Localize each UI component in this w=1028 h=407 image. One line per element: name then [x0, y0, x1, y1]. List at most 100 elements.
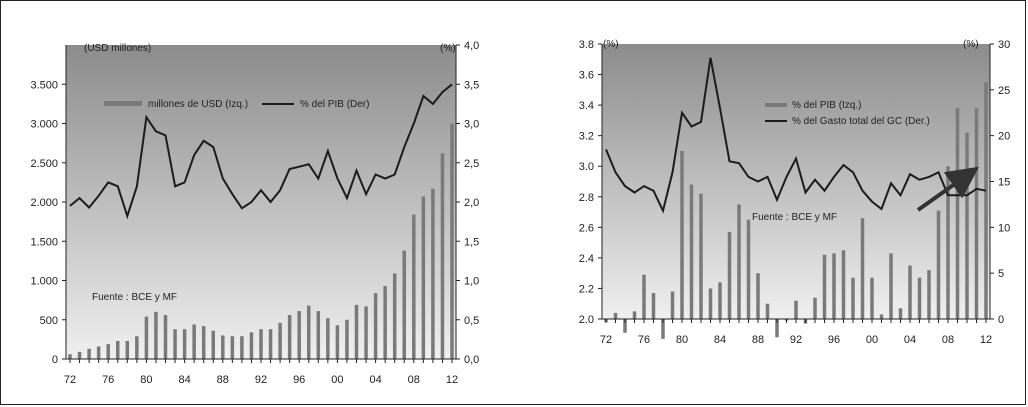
x-axis: 72 76 80 84 88 92 96 00 04 08 12	[64, 358, 458, 386]
line-series	[605, 57, 987, 214]
y-left-tick-label: 3.0	[579, 161, 594, 173]
bar	[211, 330, 215, 359]
bar	[278, 322, 282, 359]
x-tick-label: 08	[942, 334, 954, 346]
bar	[794, 300, 798, 319]
bar	[813, 297, 817, 319]
x-tick-label: 72	[64, 374, 76, 386]
bar	[68, 354, 72, 359]
bar	[832, 253, 836, 319]
x-tick-label: 00	[866, 334, 878, 346]
bar	[908, 265, 912, 319]
legend-label-line: % del Gasto total del GC (Der.)	[792, 116, 930, 127]
bar	[144, 316, 149, 359]
source-note: Fuente : BCE y MF	[92, 292, 177, 303]
bar	[936, 210, 941, 319]
bar	[297, 311, 301, 359]
y-axis-left: 0 500 1.000 1.500 2.000 2.500 3.000 3.500	[30, 45, 67, 366]
bar	[440, 153, 445, 359]
bar	[201, 326, 206, 359]
y-left-tick-label: 1.000	[30, 276, 58, 288]
y-left-tick-label: 3.8	[579, 39, 594, 51]
chart-right: 2.0 2.2 2.4 2.6 2.8 3.0 3.2 3.4 3.6 3.8 0 5 10 15 20 2…	[579, 39, 1011, 346]
bar	[173, 329, 177, 359]
y-right-tick-label: 30	[998, 39, 1010, 51]
left-axis-units: (USD millones)	[84, 43, 151, 54]
y-axis-right: 0 5 10 15 20 25 30	[989, 39, 1010, 326]
y-right-tick-label: 5	[998, 268, 1004, 280]
y-right-tick-label: 0,5	[464, 315, 479, 327]
bar	[699, 193, 703, 319]
y-right-tick-label: 1,5	[464, 236, 479, 248]
y-left-tick-label: 2.8	[579, 192, 594, 204]
bar-series	[68, 123, 454, 359]
bar	[249, 332, 254, 359]
source-note: Fuente : BCE y MF	[752, 212, 837, 223]
bar	[259, 329, 263, 359]
bar	[135, 336, 139, 359]
y-left-tick-label: 2.6	[579, 222, 594, 234]
bar	[412, 214, 416, 359]
bar	[670, 291, 675, 319]
left-axis-units: (%)	[603, 39, 619, 50]
bar	[392, 273, 397, 359]
bar	[163, 315, 168, 359]
bar	[240, 336, 244, 359]
bar	[727, 231, 732, 319]
x-tick-label: 80	[140, 374, 152, 386]
y-left-tick-label: 2.2	[579, 283, 594, 295]
trend-arrow	[916, 166, 980, 212]
x-tick-label: 84	[178, 374, 190, 386]
x-tick-label: 96	[293, 374, 305, 386]
bar-series	[604, 82, 988, 339]
y-right-tick-label: 20	[998, 131, 1010, 143]
bar	[383, 285, 387, 359]
bar	[661, 319, 665, 339]
y-left-tick-label: 0	[52, 354, 58, 366]
bar	[192, 324, 196, 359]
y-axis-left: 2.0 2.2 2.4 2.6 2.8 3.0 3.2 3.4 3.6 3.8	[579, 39, 603, 326]
bar	[154, 311, 158, 359]
bar	[737, 204, 741, 319]
bar	[623, 319, 627, 333]
x-tick-label: 80	[676, 334, 688, 346]
bar	[822, 254, 827, 319]
x-tick-label: 00	[331, 374, 343, 386]
y-left-tick-label: 3.000	[30, 119, 58, 131]
x-tick-label: 04	[904, 334, 916, 346]
legend-swatch-bar	[104, 101, 142, 106]
bar	[718, 282, 722, 319]
bar	[373, 293, 378, 359]
bar	[680, 150, 684, 319]
bar	[106, 344, 110, 359]
bar	[870, 277, 874, 319]
bar	[182, 329, 187, 359]
y-right-tick-label: 2,0	[464, 197, 479, 209]
bar	[316, 311, 321, 359]
bar	[917, 277, 922, 319]
bar	[354, 304, 359, 359]
bar	[402, 250, 406, 359]
bar	[431, 188, 435, 359]
bar	[860, 218, 865, 319]
bar	[984, 82, 988, 319]
bar	[96, 346, 101, 359]
y-left-tick-label: 3.2	[579, 131, 594, 143]
x-tick-label: 92	[255, 374, 267, 386]
x-tick-label: 88	[217, 374, 229, 386]
y-right-tick-label: 0	[998, 314, 1004, 326]
bar	[326, 318, 330, 359]
y-left-tick-label: 3.500	[30, 79, 58, 91]
x-tick-label: 84	[714, 334, 726, 346]
y-right-tick-label: 15	[998, 177, 1010, 189]
bar	[889, 253, 893, 319]
x-tick-label: 08	[408, 374, 420, 386]
bar	[946, 166, 950, 319]
bar	[77, 351, 82, 359]
bar	[364, 306, 368, 359]
bar	[87, 348, 91, 359]
y-left-tick-label: 3.6	[579, 70, 594, 82]
x-tick-label: 04	[369, 374, 381, 386]
